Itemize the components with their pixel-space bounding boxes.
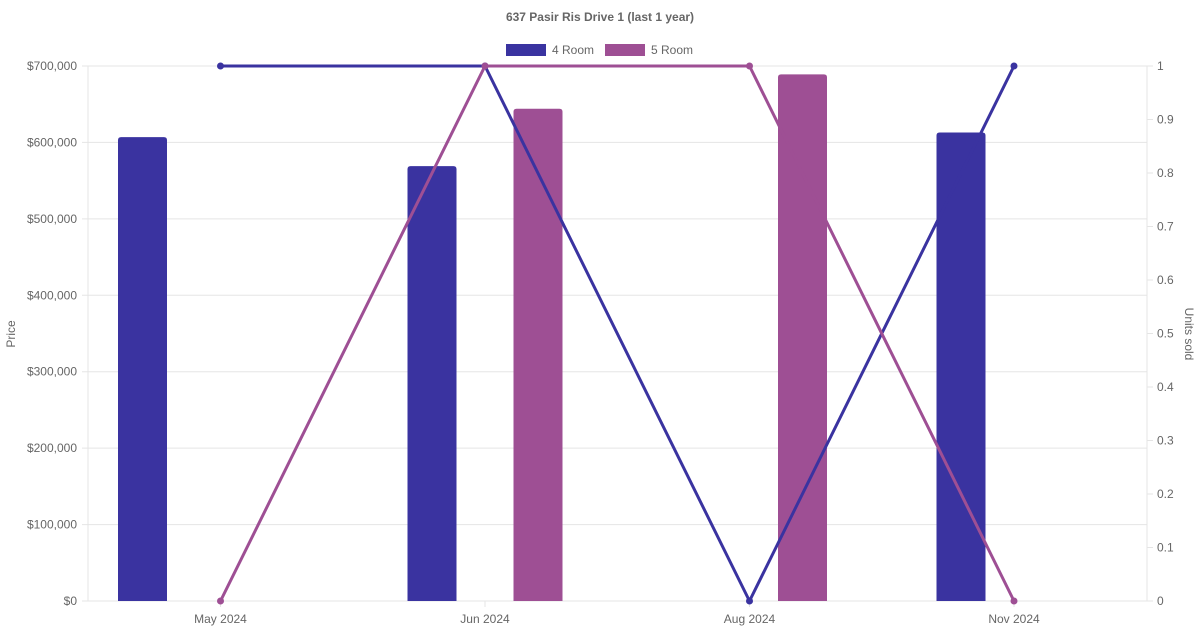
x-tick-label: Jun 2024 bbox=[460, 612, 510, 626]
y-tick-label: $400,000 bbox=[27, 288, 77, 302]
lines bbox=[217, 62, 1018, 605]
point-5-room[interactable] bbox=[217, 597, 224, 605]
y2-tick-label: 0.6 bbox=[1157, 273, 1174, 287]
y2-tick-label: 0.4 bbox=[1157, 380, 1174, 394]
y2-tick-label: 0.8 bbox=[1157, 166, 1174, 180]
point-4-room[interactable] bbox=[217, 62, 224, 70]
y2-tick-label: 0 bbox=[1157, 594, 1164, 608]
point-5-room[interactable] bbox=[1010, 597, 1018, 605]
point-4-room[interactable] bbox=[746, 597, 753, 605]
y-tick-label: $0 bbox=[64, 594, 78, 608]
bars bbox=[118, 74, 986, 602]
legend-label-5-room[interactable]: 5 Room bbox=[651, 43, 693, 57]
y2-tick-label: 0.5 bbox=[1157, 327, 1174, 341]
y2-tick-label: 0.2 bbox=[1157, 487, 1174, 501]
y2-tick-label: 0.9 bbox=[1157, 113, 1174, 127]
point-4-room[interactable] bbox=[1010, 62, 1018, 70]
bar-4-room[interactable] bbox=[936, 132, 986, 601]
axes: $0 $100,000 $200,000 $300,000 $400,000 $500,0… bbox=[27, 59, 1174, 626]
line-5-room[interactable] bbox=[219, 64, 1016, 602]
bar-4-room[interactable] bbox=[118, 137, 167, 602]
x-tick-label: May 2024 bbox=[194, 612, 247, 626]
x-tick-label: Aug 2024 bbox=[724, 612, 776, 626]
y2-tick-label: 1 bbox=[1157, 59, 1164, 73]
legend-swatch-4-room[interactable] bbox=[506, 44, 546, 56]
chart-title: 637 Pasir Ris Drive 1 (last 1 year) bbox=[506, 10, 694, 24]
y2-tick-label: 0.1 bbox=[1157, 541, 1174, 555]
y-tick-label: $100,000 bbox=[27, 518, 77, 532]
y-axis-title: Price bbox=[4, 320, 18, 348]
bar-5-room[interactable] bbox=[513, 108, 563, 602]
y-tick-label: $300,000 bbox=[27, 365, 77, 379]
y2-axis-title: Units sold bbox=[1182, 308, 1196, 361]
y-tick-label: $200,000 bbox=[27, 441, 77, 455]
y2-tick-label: 0.7 bbox=[1157, 220, 1174, 234]
y-tick-label: $700,000 bbox=[27, 59, 77, 73]
line-4-room[interactable] bbox=[220, 64, 1016, 603]
legend-label-4-room[interactable]: 4 Room bbox=[552, 43, 594, 57]
legend: 4 Room 5 Room bbox=[506, 43, 693, 57]
point-5-room[interactable] bbox=[481, 62, 489, 70]
bar-4-room[interactable] bbox=[407, 166, 457, 601]
y-tick-label: $600,000 bbox=[27, 135, 77, 149]
y-tick-label: $500,000 bbox=[27, 212, 77, 226]
x-tick-label: Nov 2024 bbox=[988, 612, 1040, 626]
legend-swatch-5-room[interactable] bbox=[605, 44, 645, 56]
bar-5-room[interactable] bbox=[778, 74, 827, 601]
y2-tick-label: 0.3 bbox=[1157, 434, 1174, 448]
point-5-room[interactable] bbox=[746, 62, 753, 70]
